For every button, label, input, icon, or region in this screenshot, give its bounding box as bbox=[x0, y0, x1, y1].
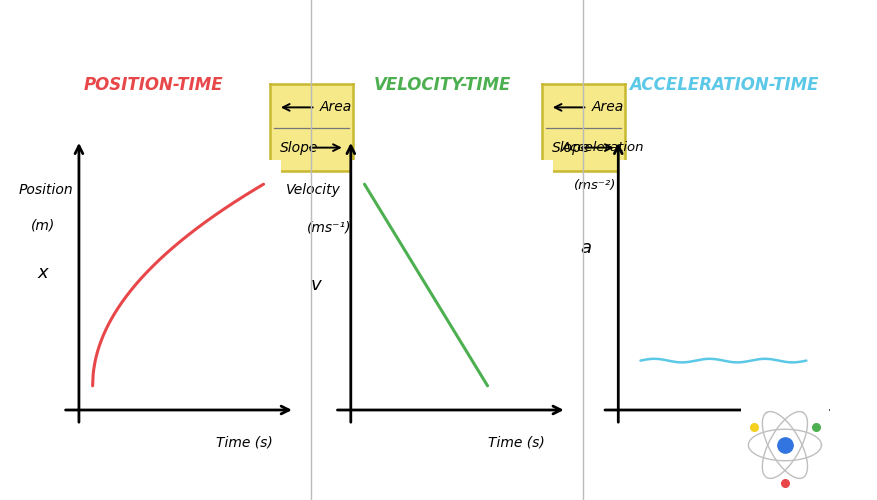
Text: a: a bbox=[581, 238, 591, 256]
Text: Velocity: Velocity bbox=[286, 183, 341, 197]
Text: Time (s): Time (s) bbox=[216, 436, 273, 450]
Text: Acceleration: Acceleration bbox=[562, 141, 645, 154]
Text: VELOCITY-TIME: VELOCITY-TIME bbox=[374, 76, 511, 94]
Text: v: v bbox=[311, 276, 322, 294]
Text: Area: Area bbox=[592, 100, 624, 114]
Text: Area: Area bbox=[319, 100, 352, 114]
Text: (m): (m) bbox=[31, 218, 54, 232]
Text: Time (s): Time (s) bbox=[755, 423, 812, 437]
Text: Slope: Slope bbox=[280, 140, 318, 154]
Text: Slope: Slope bbox=[552, 140, 590, 154]
Text: (ms⁻²): (ms⁻²) bbox=[574, 178, 617, 192]
Text: POSITION-TIME: POSITION-TIME bbox=[83, 76, 224, 94]
Text: ACCELERATION-TIME: ACCELERATION-TIME bbox=[629, 76, 818, 94]
Text: (ms⁻¹): (ms⁻¹) bbox=[306, 220, 351, 234]
Text: x: x bbox=[38, 264, 48, 281]
Text: Position: Position bbox=[18, 183, 73, 197]
Text: Time (s): Time (s) bbox=[488, 436, 545, 450]
